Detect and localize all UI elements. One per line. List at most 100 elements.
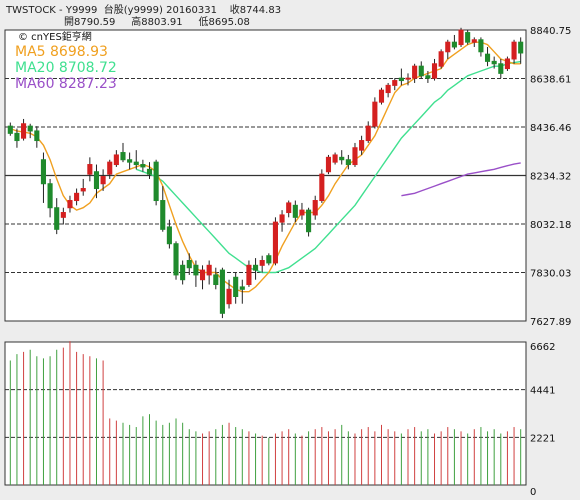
candle — [34, 126, 40, 148]
candle-body — [511, 41, 517, 60]
candle-body — [146, 168, 153, 175]
candle-body — [498, 63, 504, 74]
price-tick-label: 7830.03 — [530, 269, 571, 280]
candle-body — [306, 209, 312, 233]
candle-body — [186, 260, 192, 269]
candle-body — [491, 60, 497, 65]
candle-body — [7, 125, 13, 134]
volume-tick-label: 0 — [530, 487, 536, 498]
candle — [113, 150, 119, 167]
candle-body — [133, 161, 139, 166]
candle-body — [160, 200, 166, 230]
candle-body — [226, 288, 232, 305]
candle — [80, 178, 86, 196]
candle-body — [292, 204, 298, 218]
candle — [491, 56, 497, 69]
chart-header: TWSTOCK - Y9999 台股(y9999) 20160331 收8744… — [0, 0, 580, 30]
candle-body — [465, 32, 471, 43]
candle — [266, 253, 272, 266]
candle — [146, 162, 153, 179]
candle — [7, 122, 13, 136]
candle-body — [21, 123, 27, 139]
candle-body — [385, 84, 391, 94]
candle — [398, 68, 404, 86]
candle — [465, 30, 471, 45]
candle — [345, 154, 351, 170]
candle — [279, 210, 285, 232]
candle-body — [286, 202, 292, 214]
candle-body — [87, 164, 93, 175]
candle — [93, 164, 100, 199]
candle-body — [199, 269, 206, 281]
candle-body — [206, 264, 212, 276]
volume-tick-label: 4441 — [530, 386, 555, 397]
source-label: © cnYES鉅亨網 — [18, 30, 92, 43]
candle — [233, 272, 239, 304]
candle — [498, 58, 504, 79]
candle — [180, 260, 186, 285]
candle-body — [272, 221, 278, 264]
candle — [471, 37, 477, 47]
candle — [14, 128, 20, 148]
candle-body — [279, 214, 285, 223]
candle-body — [193, 264, 199, 276]
candle-body — [504, 58, 510, 70]
candle-body — [365, 125, 371, 142]
candle-body — [431, 63, 438, 79]
candle-body — [74, 192, 80, 202]
candle-body — [484, 53, 491, 62]
candle — [392, 78, 398, 91]
candle-body — [451, 41, 457, 48]
candle — [332, 152, 338, 165]
candle-body — [518, 41, 524, 54]
candle-body — [107, 161, 113, 175]
candle-body — [14, 132, 20, 142]
candle-body — [352, 147, 358, 166]
candle — [306, 207, 312, 237]
candle-body — [458, 29, 464, 46]
candle — [518, 37, 524, 64]
candle — [478, 37, 484, 57]
legend-ma5: MA5 8698.93 — [15, 44, 108, 60]
candle-body — [325, 156, 332, 173]
candle — [100, 169, 106, 191]
candle — [199, 265, 206, 290]
candle-body — [412, 65, 418, 79]
candle — [325, 154, 332, 175]
candle — [365, 121, 371, 143]
candle — [226, 279, 232, 309]
candle — [193, 260, 199, 287]
candle-body — [299, 209, 305, 216]
candle — [319, 169, 325, 203]
candle — [246, 260, 252, 287]
candle — [120, 142, 126, 163]
price-tick-label: 8436.46 — [530, 123, 571, 134]
candle-body — [246, 264, 252, 286]
candle — [27, 123, 33, 139]
candle — [511, 39, 517, 64]
candle-body — [80, 188, 86, 192]
candle-body — [266, 255, 272, 264]
candle-body — [438, 51, 444, 67]
candle-body — [339, 156, 345, 161]
candle-body — [345, 159, 351, 166]
candle-body — [100, 176, 106, 185]
candle-body — [259, 260, 265, 266]
candle — [312, 195, 318, 220]
candle-body — [405, 77, 411, 80]
candle — [438, 49, 444, 69]
volume-tick-label: 6662 — [530, 342, 555, 353]
candle-body — [173, 243, 179, 276]
volume-tick-label: 2221 — [530, 433, 555, 444]
candle-body — [219, 269, 225, 314]
quote-line-1: TWSTOCK - Y9999 台股(y9999) 20160331 收8744… — [6, 5, 282, 16]
price-tick-label: 8840.75 — [530, 26, 571, 37]
candle-body — [372, 101, 378, 127]
candle-body — [166, 226, 172, 245]
candle-body — [378, 89, 385, 103]
candle — [352, 142, 358, 167]
candle-body — [478, 39, 484, 53]
candle-body — [445, 41, 451, 53]
candle-body — [398, 77, 404, 82]
candle — [272, 217, 278, 266]
